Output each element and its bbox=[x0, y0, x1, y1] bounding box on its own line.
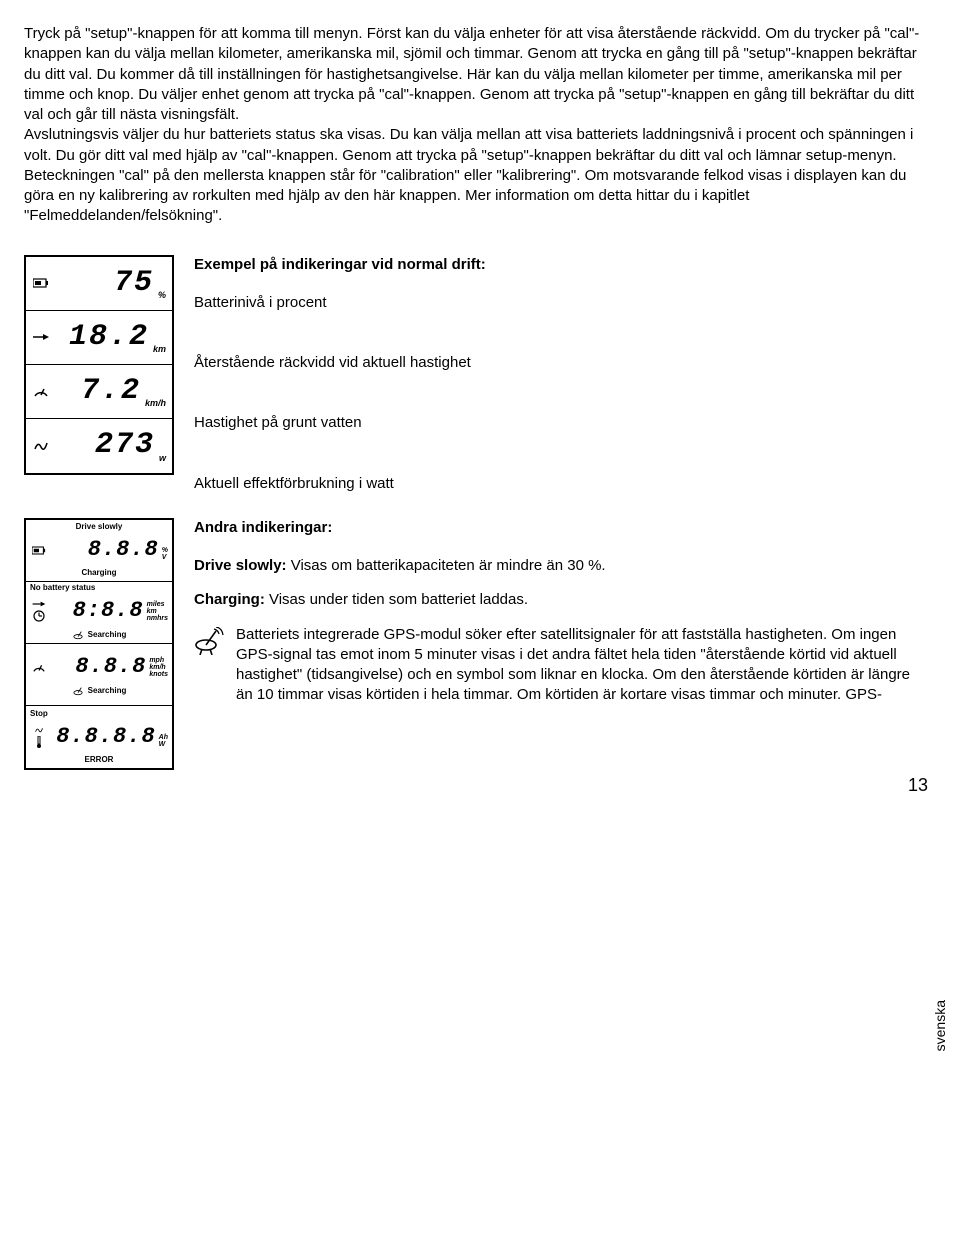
charging-term: Charging: bbox=[194, 591, 265, 608]
speed-unit: km/h bbox=[145, 399, 166, 408]
battery-icon bbox=[32, 278, 50, 288]
unit-stack-3: mph km/h knots bbox=[149, 657, 168, 678]
label-battery: Batterinivå i procent bbox=[194, 293, 928, 313]
label-speed: Hastighet på grunt vatten bbox=[194, 413, 928, 433]
display-row-speed-other: 8.8.8 mph km/h knots Searching bbox=[26, 644, 172, 706]
seg4: 8.8.8.8 bbox=[51, 722, 156, 752]
drive-slowly-def: Drive slowly: Visas om batterikapacitete… bbox=[194, 556, 928, 576]
satellite-icon bbox=[72, 630, 84, 640]
range-icon bbox=[32, 332, 50, 342]
searching-label-2: Searching bbox=[88, 687, 127, 695]
unit-stack-1: % V bbox=[162, 547, 168, 561]
unit-stack-4: Ah W bbox=[159, 734, 168, 748]
label-range: Återstående räckvidd vid aktuell hastigh… bbox=[194, 353, 928, 373]
display-row-power: 273 w bbox=[26, 419, 172, 473]
error-label: ERROR bbox=[30, 756, 168, 764]
battery-value: 75 bbox=[54, 263, 154, 304]
power-unit: w bbox=[159, 454, 166, 463]
language-tab: svenska bbox=[931, 1000, 950, 1051]
display-other: Drive slowly 8.8.8 % V Charging No batte… bbox=[24, 518, 174, 770]
seg3: 8.8.8 bbox=[51, 652, 146, 682]
label-power: Aktuell effektförbrukning i watt bbox=[194, 474, 928, 494]
display-row-battery: 75 % bbox=[26, 257, 172, 311]
seg2: 8:8.8 bbox=[51, 596, 144, 626]
display-normal: 75 % 18.2 km 7.2 km/h 2 bbox=[24, 255, 174, 475]
display-row-range: 18.2 km bbox=[26, 311, 172, 365]
unit-stack-2: miles km nmhrs bbox=[147, 601, 168, 622]
searching-label-1: Searching bbox=[88, 631, 127, 639]
display-row-drive-slowly: Drive slowly 8.8.8 % V Charging bbox=[26, 520, 172, 582]
satellite-dish-icon bbox=[194, 625, 224, 655]
display-row-speed: 7.2 km/h bbox=[26, 365, 172, 419]
examples-section: 75 % 18.2 km 7.2 km/h 2 bbox=[24, 255, 928, 494]
charging-text: Visas under tiden som batteriet laddas. bbox=[265, 591, 528, 608]
other-heading: Andra indikeringar: bbox=[194, 518, 928, 538]
gps-block: Batteriets integrerade GPS-modul söker e… bbox=[194, 625, 928, 706]
stop-label: Stop bbox=[30, 710, 48, 718]
battery-icon bbox=[30, 546, 48, 555]
display-row-error: Stop 8.8.8.8 Ah W ERROR bbox=[26, 706, 172, 768]
drive-slowly-label: Drive slowly bbox=[30, 523, 168, 531]
seg1: 8.8.8 bbox=[51, 535, 159, 565]
drive-slowly-term: Drive slowly: bbox=[194, 557, 287, 574]
other-section: Drive slowly 8.8.8 % V Charging No batte… bbox=[24, 518, 928, 770]
speed-icon bbox=[32, 384, 50, 398]
power-value: 273 bbox=[54, 425, 155, 466]
range-unit: km bbox=[153, 345, 166, 354]
intro-text: Tryck på "setup"-knappen för att komma t… bbox=[24, 24, 928, 227]
power-temp-icon bbox=[30, 726, 48, 748]
gps-text: Batteriets integrerade GPS-modul söker e… bbox=[236, 625, 928, 706]
page-number: 13 bbox=[908, 773, 928, 797]
battery-unit: % bbox=[158, 291, 166, 300]
display-row-no-battery: No battery status 8:8.8 miles km nmhrs bbox=[26, 582, 172, 644]
power-icon bbox=[32, 439, 50, 453]
examples-heading: Exempel på indikeringar vid normal drift… bbox=[194, 255, 928, 275]
no-battery-label: No battery status bbox=[30, 584, 168, 592]
clock-range-icon bbox=[30, 600, 48, 622]
range-value: 18.2 bbox=[54, 317, 149, 358]
satellite-icon bbox=[72, 686, 84, 696]
charging-def: Charging: Visas under tiden som batterie… bbox=[194, 590, 928, 610]
speed-value: 7.2 bbox=[54, 371, 141, 412]
speed-icon bbox=[30, 661, 48, 673]
drive-slowly-text: Visas om batterikapaciteten är mindre än… bbox=[287, 557, 606, 574]
charging-label: Charging bbox=[30, 569, 168, 577]
